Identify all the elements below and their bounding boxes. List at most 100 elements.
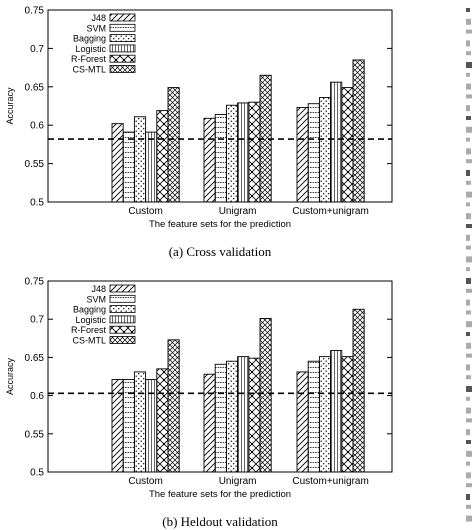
legend-label-j48: J48: [91, 284, 106, 294]
edge-mark: [466, 94, 472, 99]
bar-r-forest-unigram: [248, 357, 261, 473]
edge-mark: [466, 418, 472, 423]
edge-mark: [466, 472, 471, 479]
caption-heldout-validation: (b) Heldout validation: [162, 514, 278, 529]
y-tick-label: 0.55: [25, 429, 45, 440]
x-tick-label: Custom+unigram: [292, 206, 368, 217]
y-tick-label: 0.65: [25, 82, 45, 93]
legend-swatch-cs-mtl: [109, 65, 136, 73]
bar-r-forest-custom-unigram: [341, 356, 354, 473]
bar-cs-mtl-unigram: [259, 317, 272, 473]
x-tick-label: Custom: [128, 206, 162, 217]
legend-swatch-svm: [109, 294, 136, 303]
edge-mark: [466, 29, 472, 34]
y-axis-label: Accuracy: [5, 357, 15, 395]
legend-label-bagging: Bagging: [73, 305, 106, 315]
x-axis-label: The feature sets for the prediction: [149, 219, 291, 230]
edge-mark: [466, 299, 470, 306]
bar-bagging-unigram: [225, 360, 239, 473]
edge-mark: [466, 483, 472, 488]
edge-mark: [466, 245, 471, 250]
legend-swatch-cs-mtl: [109, 336, 136, 344]
edge-mark: [466, 202, 470, 207]
legend-label-cs-mtl: CS-MTL: [73, 336, 107, 346]
y-tick-label: 0.6: [30, 391, 44, 402]
edge-mark: [466, 8, 470, 12]
legend-label-bagging: Bagging: [73, 34, 106, 44]
y-tick-label: 0.6: [30, 121, 44, 132]
edge-mark: [466, 310, 471, 315]
edge-mark: [466, 137, 470, 142]
bar-j48-custom-unigram: [296, 107, 309, 203]
bar-svm-custom-unigram: [307, 103, 320, 203]
y-tick-label: 0.65: [25, 353, 45, 364]
edge-mark: [466, 126, 472, 133]
legend-swatch-r-forest: [109, 325, 136, 334]
bar-svm-unigram: [214, 113, 227, 203]
bar-bagging-unigram: [225, 104, 239, 203]
edge-mark: [466, 396, 470, 401]
legend-swatch-bagging: [109, 305, 136, 314]
y-tick-label: 0.5: [30, 468, 44, 479]
edge-mark: [466, 288, 472, 293]
page-edge-artifact: [466, 8, 472, 522]
edge-mark: [466, 224, 472, 228]
legend-label-svm: SVM: [86, 294, 106, 304]
edge-mark: [466, 213, 471, 220]
legend-swatch-logistic: [109, 44, 136, 53]
bar-j48-custom: [111, 123, 124, 203]
legend-label-cs-mtl: CS-MTL: [73, 65, 107, 75]
edge-mark: [466, 494, 470, 500]
bar-j48-unigram: [203, 117, 216, 203]
legend-swatch-bagging: [109, 34, 136, 42]
x-tick-label: Custom: [128, 476, 162, 487]
bar-r-forest-custom: [156, 368, 169, 473]
legend-swatch-j48: [109, 13, 136, 22]
bar-j48-unigram: [203, 373, 216, 473]
bar-cs-mtl-custom: [167, 339, 180, 473]
edge-mark: [466, 440, 471, 444]
bar-r-forest-custom: [156, 110, 169, 203]
edge-mark: [466, 105, 470, 112]
x-axis-label: The feature sets for the prediction: [149, 489, 291, 500]
edge-mark: [466, 364, 470, 371]
edge-mark: [466, 191, 472, 198]
bar-cs-mtl-custom-unigram: [352, 59, 365, 203]
bar-logistic-custom: [145, 131, 158, 203]
legend-swatch-j48: [109, 284, 136, 293]
bar-bagging-custom: [133, 116, 147, 203]
y-axis-label: Accuracy: [5, 87, 15, 125]
y-tick-label: 0.55: [25, 159, 45, 170]
y-tick-label: 0.75: [25, 6, 45, 17]
x-tick-label: Unigram: [219, 206, 257, 217]
legend-swatch-r-forest: [109, 54, 136, 63]
edge-mark: [466, 386, 472, 392]
chart-panel-cross-validation: 0.5 0.55 0.6 0.65 0.7 0.75 Accuracy Custom Unigr…: [5, 6, 393, 230]
legend-label-j48: J48: [91, 13, 106, 23]
edge-mark: [466, 429, 470, 436]
edge-mark: [466, 256, 472, 263]
y-tick-label: 0.75: [25, 277, 45, 288]
legend-label-r-forest: R-Forest: [71, 325, 107, 335]
edge-mark: [466, 504, 471, 509]
bar-logistic-custom-unigram: [330, 350, 343, 473]
edge-mark: [466, 267, 470, 272]
edge-mark: [466, 62, 472, 68]
edge-mark: [466, 407, 471, 414]
edge-mark: [466, 234, 470, 241]
bar-bagging-custom-unigram: [318, 97, 332, 203]
bar-cs-mtl-custom: [167, 87, 180, 203]
bar-logistic-unigram: [237, 356, 250, 473]
bar-r-forest-custom-unigram: [341, 87, 354, 203]
bar-svm-custom-unigram: [307, 360, 320, 473]
bar-svm-unigram: [214, 363, 227, 473]
x-tick-label: Custom+unigram: [292, 476, 368, 487]
edge-mark: [466, 332, 470, 336]
edge-mark: [466, 353, 472, 358]
edge-mark: [466, 278, 471, 284]
edge-mark: [466, 450, 472, 457]
edge-mark: [466, 375, 471, 380]
bar-cs-mtl-custom-unigram: [352, 308, 365, 473]
x-tick-label: Unigram: [219, 476, 257, 487]
